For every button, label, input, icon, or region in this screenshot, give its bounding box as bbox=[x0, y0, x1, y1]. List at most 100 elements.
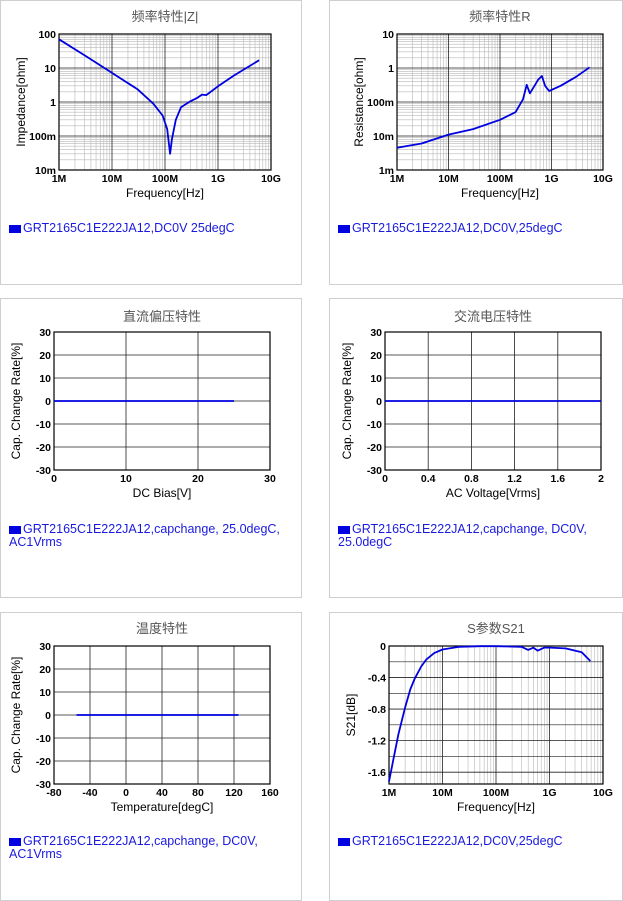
y-tick-label: 100m bbox=[29, 131, 56, 143]
y-axis-label: Cap. Change Rate[%] bbox=[340, 343, 354, 460]
y-axis-label: Cap. Change Rate[%] bbox=[9, 343, 23, 460]
plot-frame bbox=[53, 645, 271, 785]
chart-panel-ac-voltage: 交流电压特性 0 0.4 0.8 1.2 1.6 2 -30 -20 -10 0 10 20 30 AC V… bbox=[329, 298, 623, 598]
x-tick-label: -40 bbox=[82, 787, 97, 799]
x-tick-label: 0 bbox=[382, 473, 388, 485]
series-line bbox=[396, 66, 591, 149]
y-tick-label: 0 bbox=[376, 396, 382, 408]
legend: GRT2165C1E222JA12,capchange, DC0V, 25.0d… bbox=[338, 523, 623, 549]
chart-ac-voltage: 交流电压特性 0 0.4 0.8 1.2 1.6 2 -30 -20 -10 0 10 20 30 AC V… bbox=[340, 309, 604, 500]
chart-panel-resistance: 频率特性R 1M 10M 100M 1G 10G 1m 10m 100m 1 10 Frequency… bbox=[329, 0, 623, 285]
y-tick-label: 1 bbox=[50, 97, 56, 109]
y-tick-label: 10 bbox=[44, 63, 56, 75]
x-tick-label: -80 bbox=[46, 787, 61, 799]
x-tick-label: 100M bbox=[152, 173, 179, 185]
chart-dc-bias: 直流偏压特性 0 10 20 30 -30 -20 -10 0 10 20 30 DC Bias[V] C… bbox=[9, 309, 276, 500]
legend: GRT2165C1E222JA12,DC0V,25degC bbox=[338, 835, 623, 848]
y-tick-label: -30 bbox=[36, 779, 51, 791]
legend-swatch bbox=[9, 224, 21, 233]
x-tick-label: 100M bbox=[483, 787, 510, 799]
y-tick-label: 100m bbox=[367, 97, 394, 109]
y-tick-label: -0.8 bbox=[368, 704, 386, 716]
chart-impedance: 频率特性|Z| 1M 10M 100M 1G 10G 10m 100m 1 10 100 Freque… bbox=[14, 9, 281, 200]
y-tick-label: 10 bbox=[370, 373, 382, 385]
x-axis-label: Frequency[Hz] bbox=[461, 186, 539, 200]
x-tick-label: 100M bbox=[487, 173, 514, 185]
x-tick-label: 40 bbox=[156, 787, 168, 799]
y-tick-label: -0.4 bbox=[368, 673, 386, 685]
x-tick-label: 1.2 bbox=[507, 473, 522, 485]
y-tick-label: -10 bbox=[36, 733, 51, 745]
y-axis-label: S21[dB] bbox=[344, 694, 358, 737]
y-tick-label: 20 bbox=[370, 350, 382, 362]
legend-text: GRT2165C1E222JA12,DC0V 25degC bbox=[23, 221, 235, 235]
x-tick-label: 1G bbox=[544, 173, 558, 185]
y-tick-label: 10m bbox=[373, 131, 394, 143]
chart-panel-impedance: 频率特性|Z| 1M 10M 100M 1G 10G 10m 100m 1 10 100 Freque… bbox=[0, 0, 302, 285]
legend: GRT2165C1E222JA12,capchange, 25.0degC, A… bbox=[9, 523, 294, 549]
chart-s21: S参数S21 1M 10M 100M 1G 10G -1.6 -1.2 -0.8 -0.4 0 Fre… bbox=[344, 621, 613, 814]
x-tick-label: 80 bbox=[192, 787, 204, 799]
y-tick-label: 20 bbox=[39, 350, 51, 362]
y-tick-label: 0 bbox=[45, 710, 51, 722]
x-tick-label: 1G bbox=[211, 173, 225, 185]
y-tick-label: -20 bbox=[367, 442, 382, 454]
y-tick-label: 10 bbox=[39, 687, 51, 699]
chart-title: S参数S21 bbox=[467, 621, 525, 636]
y-tick-label: -30 bbox=[36, 465, 51, 477]
legend-text: GRT2165C1E222JA12,capchange, 25.0degC, A… bbox=[9, 522, 280, 549]
x-axis-label: Temperature[degC] bbox=[111, 800, 214, 814]
x-tick-label: 0 bbox=[51, 473, 57, 485]
x-tick-label: 2 bbox=[598, 473, 604, 485]
legend-swatch bbox=[9, 525, 21, 534]
series-line bbox=[58, 38, 260, 155]
y-tick-label: -30 bbox=[367, 465, 382, 477]
y-tick-label: 20 bbox=[39, 664, 51, 676]
x-tick-label: 1M bbox=[382, 787, 397, 799]
y-axis-label: Resistance[ohm] bbox=[352, 57, 366, 146]
x-tick-label: 1M bbox=[52, 173, 67, 185]
y-tick-label: -1.6 bbox=[368, 767, 386, 779]
y-tick-label: 0 bbox=[45, 396, 51, 408]
chart-title: 交流电压特性 bbox=[454, 309, 532, 324]
x-tick-label: 1G bbox=[542, 787, 556, 799]
y-tick-label: 100 bbox=[38, 29, 56, 41]
y-tick-label: -10 bbox=[36, 419, 51, 431]
x-tick-label: 10M bbox=[432, 787, 453, 799]
x-tick-label: 10G bbox=[261, 173, 281, 185]
legend-text: GRT2165C1E222JA12,capchange, DC0V, AC1Vr… bbox=[9, 834, 258, 861]
x-tick-label: 10M bbox=[438, 173, 459, 185]
legend: GRT2165C1E222JA12,capchange, DC0V, AC1Vr… bbox=[9, 835, 294, 861]
chart-panel-dc-bias: 直流偏压特性 0 10 20 30 -30 -20 -10 0 10 20 30 DC Bias[V] C… bbox=[0, 298, 302, 598]
x-tick-label: 20 bbox=[192, 473, 204, 485]
y-tick-label: 1 bbox=[388, 63, 394, 75]
chart-panel-temperature: 温度特性 -80 -40 0 40 80 120 160 -30 -20 -10 0 10 20 30 Tem… bbox=[0, 612, 302, 901]
x-axis-label: Frequency[Hz] bbox=[457, 800, 535, 814]
legend: GRT2165C1E222JA12,DC0V,25degC bbox=[338, 222, 623, 235]
y-tick-label: -20 bbox=[36, 442, 51, 454]
plot-frame bbox=[58, 33, 272, 171]
y-tick-label: 1m bbox=[379, 165, 394, 177]
y-tick-label: 30 bbox=[39, 641, 51, 653]
chart-resistance: 频率特性R 1M 10M 100M 1G 10G 1m 10m 100m 1 10 Frequency… bbox=[352, 9, 613, 200]
x-axis-label: Frequency[Hz] bbox=[126, 186, 204, 200]
x-tick-label: 0.8 bbox=[464, 473, 479, 485]
x-tick-label: 0.4 bbox=[421, 473, 436, 485]
chart-title: 频率特性R bbox=[469, 9, 530, 24]
x-tick-label: 10M bbox=[102, 173, 123, 185]
y-tick-label: 30 bbox=[39, 327, 51, 339]
x-axis-label: DC Bias[V] bbox=[133, 486, 192, 500]
legend-text: GRT2165C1E222JA12,DC0V,25degC bbox=[352, 834, 563, 848]
series-line bbox=[388, 645, 591, 782]
y-axis-label: Cap. Change Rate[%] bbox=[9, 657, 23, 774]
y-tick-label: 10 bbox=[39, 373, 51, 385]
legend-swatch bbox=[338, 837, 350, 846]
legend-swatch bbox=[338, 224, 350, 233]
chart-panel-s21: S参数S21 1M 10M 100M 1G 10G -1.6 -1.2 -0.8 -0.4 0 Fre… bbox=[329, 612, 623, 901]
y-tick-label: -20 bbox=[36, 756, 51, 768]
y-tick-label: 10 bbox=[382, 29, 394, 41]
x-tick-label: 10G bbox=[593, 173, 613, 185]
x-tick-label: 120 bbox=[225, 787, 243, 799]
y-axis-label: Impedance[ohm] bbox=[14, 57, 28, 146]
y-tick-label: 0 bbox=[380, 641, 386, 653]
